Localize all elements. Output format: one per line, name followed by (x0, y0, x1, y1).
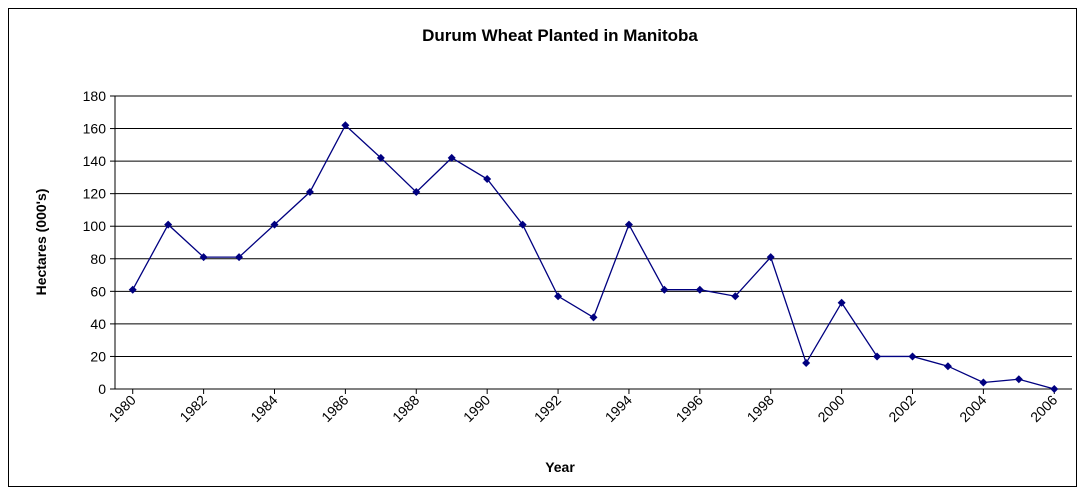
data-point (695, 285, 704, 294)
data-point (979, 378, 988, 387)
data-point (873, 352, 882, 361)
data-point (1050, 385, 1059, 393)
data-point (908, 352, 917, 361)
data-point (447, 153, 456, 162)
data-point (802, 358, 811, 367)
data-point (766, 253, 775, 262)
data-point (270, 220, 279, 229)
y-axis-title: Hectares (000's) (33, 189, 49, 296)
data-point (943, 362, 952, 371)
data-point (518, 220, 527, 229)
data-point (412, 188, 421, 197)
y-tick-label: 0 (98, 381, 106, 397)
data-point (305, 188, 314, 197)
y-tick-label: 120 (83, 186, 107, 202)
y-tick-label: 60 (90, 283, 106, 299)
y-tick-label: 160 (83, 121, 107, 137)
data-point (589, 313, 598, 322)
chart-title: Durum Wheat Planted in Manitoba (422, 26, 698, 45)
y-tick-label: 100 (83, 218, 107, 234)
data-point (235, 253, 244, 262)
y-tick-label: 180 (83, 88, 107, 104)
data-point (164, 220, 173, 229)
y-tick-label: 20 (90, 348, 106, 364)
data-point (199, 253, 208, 262)
data-point (660, 285, 669, 294)
data-point (731, 292, 740, 301)
x-axis-title: Year (545, 459, 575, 475)
y-tick-label: 140 (83, 153, 107, 169)
data-point (554, 292, 563, 301)
data-point (376, 153, 385, 162)
data-point (837, 298, 846, 307)
data-point (1014, 375, 1023, 384)
data-point (624, 220, 633, 229)
data-point (341, 121, 350, 130)
chart-border (8, 8, 1077, 487)
y-tick-label: 80 (90, 251, 106, 267)
data-point (128, 285, 137, 294)
data-point (483, 175, 492, 184)
y-tick-label: 40 (90, 316, 106, 332)
